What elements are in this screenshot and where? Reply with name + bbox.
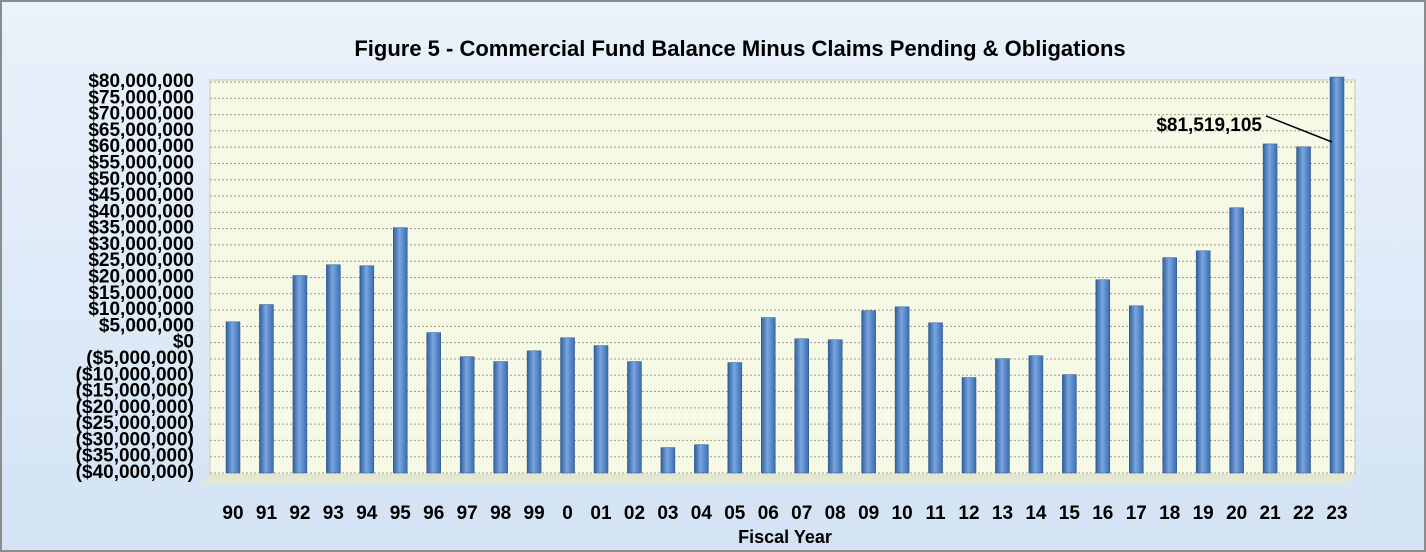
- x-tick-label: 14: [1025, 503, 1047, 524]
- bar: [1195, 250, 1211, 474]
- x-tick-label: 06: [758, 503, 779, 524]
- x-axis-title: Fiscal Year: [738, 527, 832, 547]
- x-tick-label: 90: [222, 503, 243, 524]
- x-tick-label: 07: [791, 503, 812, 524]
- bar: [426, 332, 441, 474]
- y-tick-label: $45,000,000: [88, 185, 194, 206]
- y-tick-label: $80,000,000: [88, 71, 194, 92]
- x-tick-label: 22: [1293, 503, 1314, 524]
- bar: [1229, 207, 1244, 474]
- x-tick-label: 05: [724, 503, 746, 524]
- x-tick-label: 08: [825, 503, 846, 524]
- x-tick-label: 93: [323, 503, 344, 524]
- y-tick-label: ($30,000,000): [76, 429, 194, 450]
- bar: [961, 377, 977, 474]
- bar: [526, 350, 542, 474]
- bar: [493, 361, 508, 474]
- y-tick-label: $70,000,000: [88, 104, 194, 125]
- x-tick-label: 96: [423, 503, 444, 524]
- x-tick-label: 03: [657, 503, 678, 524]
- bar: [827, 339, 843, 474]
- bar: [627, 361, 642, 474]
- x-tick-label: 92: [289, 503, 310, 524]
- y-tick-label: ($5,000,000): [86, 348, 194, 369]
- bar: [1028, 355, 1044, 474]
- bar: [1296, 146, 1311, 474]
- x-tick-label: 11: [925, 503, 946, 524]
- x-tick-label: 09: [858, 503, 879, 524]
- x-tick-label: 99: [524, 503, 545, 524]
- y-tick-label: $65,000,000: [88, 120, 194, 141]
- bar: [1329, 76, 1345, 474]
- bar: [1095, 279, 1111, 474]
- y-tick-label: $75,000,000: [88, 87, 194, 108]
- x-tick-label: 02: [624, 503, 645, 524]
- bar: [259, 304, 274, 474]
- bar: [727, 362, 743, 474]
- bar: [225, 321, 241, 474]
- y-tick-label: $25,000,000: [88, 250, 194, 271]
- floor: [200, 475, 1355, 484]
- y-tick-label: ($40,000,000): [76, 462, 194, 483]
- y-tick-label: ($10,000,000): [76, 364, 194, 385]
- bar: [694, 444, 709, 474]
- y-tick-label: $40,000,000: [88, 201, 194, 222]
- y-tick-label: $50,000,000: [88, 169, 194, 190]
- x-tick-label: 15: [1059, 503, 1081, 524]
- bar: [359, 265, 375, 474]
- bar: [861, 310, 876, 474]
- y-tick-label: $20,000,000: [88, 267, 194, 288]
- chart-title: Figure 5 - Commercial Fund Balance Minus…: [354, 36, 1125, 61]
- y-tick-label: $0: [173, 332, 194, 353]
- bar: [393, 227, 408, 474]
- x-tick-label: 19: [1193, 503, 1214, 524]
- x-tick-label: 10: [892, 503, 913, 524]
- x-tick-label: 20: [1226, 503, 1247, 524]
- y-tick-label: $60,000,000: [88, 136, 194, 157]
- x-tick-label: 0: [562, 503, 573, 524]
- annotation-line: [1265, 115, 1333, 143]
- bar: [660, 447, 676, 474]
- x-tick-label: 91: [256, 503, 278, 524]
- x-tick-label: 01: [590, 503, 612, 524]
- bar: [995, 358, 1010, 474]
- y-tick-label: $10,000,000: [88, 299, 194, 320]
- y-tick-label: ($15,000,000): [76, 381, 194, 402]
- y-tick-label: ($20,000,000): [76, 397, 194, 418]
- x-tick-label: 16: [1092, 503, 1113, 524]
- x-tick-label: 94: [356, 503, 378, 524]
- bar: [794, 338, 809, 474]
- x-tick-label: 04: [691, 503, 713, 524]
- bar: [326, 264, 341, 474]
- x-tick-label: 21: [1260, 503, 1282, 524]
- bar: [928, 322, 943, 474]
- x-tick-label: 13: [992, 503, 1013, 524]
- x-tick-label: 12: [958, 503, 979, 524]
- x-tick-label: 23: [1326, 503, 1347, 524]
- bar: [560, 337, 575, 474]
- bar: [459, 356, 475, 474]
- bar: [292, 275, 308, 474]
- y-tick-label: $55,000,000: [88, 152, 194, 173]
- bar: [593, 345, 609, 474]
- y-tick-label: $30,000,000: [88, 234, 194, 255]
- y-tick-label: ($35,000,000): [76, 446, 194, 467]
- x-tick-label: 17: [1126, 503, 1147, 524]
- bar: [761, 317, 776, 474]
- bar: [1062, 374, 1077, 474]
- y-tick-label: ($25,000,000): [76, 413, 194, 434]
- x-tick-label: 97: [457, 503, 478, 524]
- bar: [894, 306, 910, 474]
- x-tick-label: 98: [490, 503, 511, 524]
- annotation-label: $81,519,105: [1156, 115, 1262, 136]
- x-tick-label: 95: [390, 503, 412, 524]
- y-tick-label: $35,000,000: [88, 218, 194, 239]
- y-tick-label: $5,000,000: [99, 315, 194, 336]
- bar: [1129, 305, 1144, 474]
- y-tick-label: $15,000,000: [88, 283, 194, 304]
- bar: [1262, 143, 1278, 474]
- x-tick-label: 18: [1159, 503, 1180, 524]
- bar: [1162, 257, 1177, 474]
